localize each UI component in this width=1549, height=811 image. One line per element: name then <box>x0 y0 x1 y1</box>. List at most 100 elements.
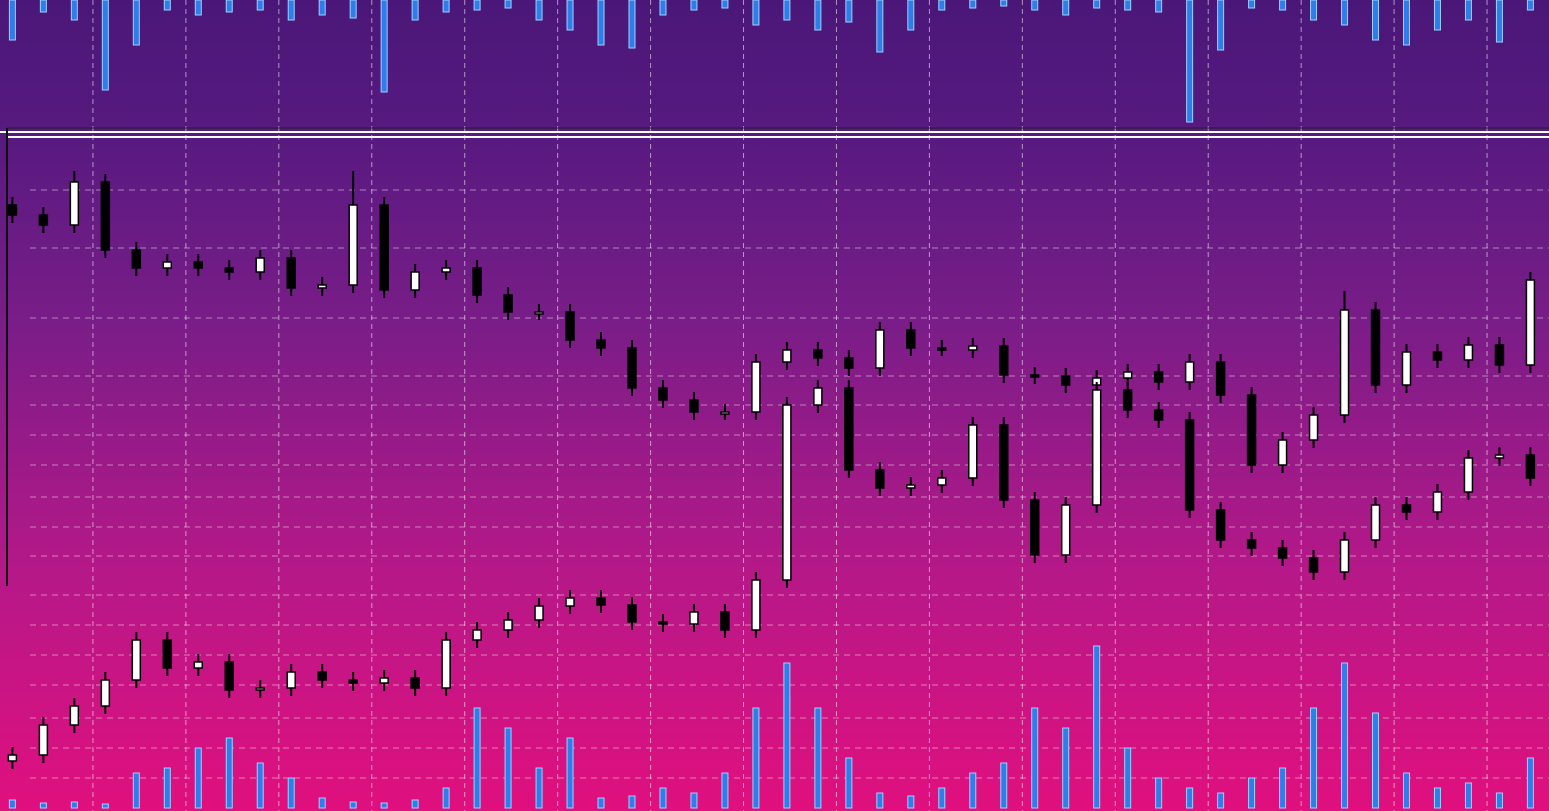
volume-bar <box>411 0 419 21</box>
candle-body <box>1308 414 1319 441</box>
volume-bar <box>1248 0 1256 9</box>
candle-body <box>627 347 637 389</box>
candle-body <box>286 671 296 689</box>
candle-body <box>1153 371 1164 383</box>
volume-bar <box>938 0 946 11</box>
candle-body <box>782 349 792 363</box>
volume-bar <box>783 662 791 809</box>
candle-body <box>627 604 637 623</box>
volume-bar <box>132 772 140 809</box>
volume-bar <box>1186 787 1194 809</box>
volume-bar <box>411 799 419 809</box>
candle-body <box>1060 504 1071 556</box>
volume-bar <box>535 767 543 809</box>
volume-bar <box>783 0 791 21</box>
volume-bar <box>1031 707 1039 809</box>
candle-body <box>1277 439 1288 466</box>
volume-bar <box>1464 0 1472 21</box>
candle-body <box>751 361 761 413</box>
candle-body <box>875 469 885 489</box>
volume-bar <box>1279 0 1287 11</box>
volume-bar <box>1155 777 1163 809</box>
volume-bar <box>969 772 977 809</box>
volume-bar <box>101 0 109 91</box>
candle-body <box>1029 374 1040 378</box>
volume-bar <box>287 777 295 809</box>
volume-bar <box>504 727 512 809</box>
volume-bar <box>380 802 388 809</box>
candle-body <box>1246 539 1257 549</box>
candle-body <box>968 345 978 351</box>
candle-body <box>286 257 296 289</box>
candle-body <box>1122 389 1133 411</box>
volume-bar <box>225 737 233 809</box>
candle-body <box>1463 344 1474 361</box>
candle-body <box>1525 454 1536 479</box>
candle-body <box>1122 371 1133 379</box>
volume-bar <box>442 0 450 13</box>
volume-bar <box>752 707 760 809</box>
volume-bar <box>1093 0 1101 9</box>
candle-body <box>1215 361 1226 396</box>
volume-bar <box>70 801 78 809</box>
candle-body <box>348 679 358 684</box>
candle-body <box>1184 419 1195 511</box>
candle-body <box>38 214 49 226</box>
candle-body <box>596 339 606 349</box>
volume-bar <box>1062 0 1070 16</box>
candle-body <box>1215 509 1226 541</box>
candle-body <box>131 249 142 269</box>
candle-body <box>1246 394 1257 466</box>
volume-bar <box>1155 0 1163 13</box>
candle-body <box>906 484 916 489</box>
volume-bar <box>318 0 326 16</box>
volume-bar <box>39 0 47 13</box>
volume-bar <box>1000 0 1008 7</box>
candle-body <box>906 329 916 349</box>
volume-bar <box>721 0 729 9</box>
candle-body <box>503 619 513 631</box>
candle-body <box>1525 279 1536 366</box>
volume-bar <box>1124 747 1132 809</box>
candle-body <box>565 597 575 607</box>
volume-bar <box>1248 777 1256 809</box>
volume-bar <box>380 0 388 93</box>
volume-bar <box>256 0 264 11</box>
volume-bar <box>318 797 326 809</box>
volume-bar <box>1341 662 1349 809</box>
volume-bar <box>256 762 264 809</box>
volume-bar <box>132 0 140 46</box>
candle-body <box>255 687 265 691</box>
candle-body <box>224 267 235 273</box>
volume-bar <box>225 0 233 13</box>
volume-bar <box>194 747 202 809</box>
volume-bar <box>907 0 915 31</box>
volume-bar <box>597 797 605 809</box>
volume-bar <box>690 792 698 809</box>
volume-bar <box>1495 0 1503 43</box>
candle-body <box>1339 539 1350 573</box>
volume-bar <box>287 0 295 21</box>
candle-body <box>38 724 49 756</box>
candle-body <box>534 605 544 621</box>
candle-body <box>658 621 668 625</box>
volume-bar <box>814 707 822 809</box>
volume-bar <box>566 737 574 809</box>
volume-bar <box>194 0 202 16</box>
volume-bar <box>535 0 543 21</box>
candles <box>7 171 1536 769</box>
volume-bar <box>163 0 171 11</box>
candle-body <box>131 639 142 681</box>
candle-body <box>813 387 823 406</box>
candle-body <box>565 311 575 341</box>
volume-bar <box>845 757 853 809</box>
candle-body <box>596 597 606 606</box>
candle-body <box>1277 547 1288 559</box>
candle-body <box>999 345 1009 376</box>
candle-body <box>193 261 204 269</box>
volume-bar <box>938 787 946 809</box>
candle-body <box>410 271 420 291</box>
candle-body <box>410 677 420 689</box>
candle-body <box>1401 504 1412 513</box>
